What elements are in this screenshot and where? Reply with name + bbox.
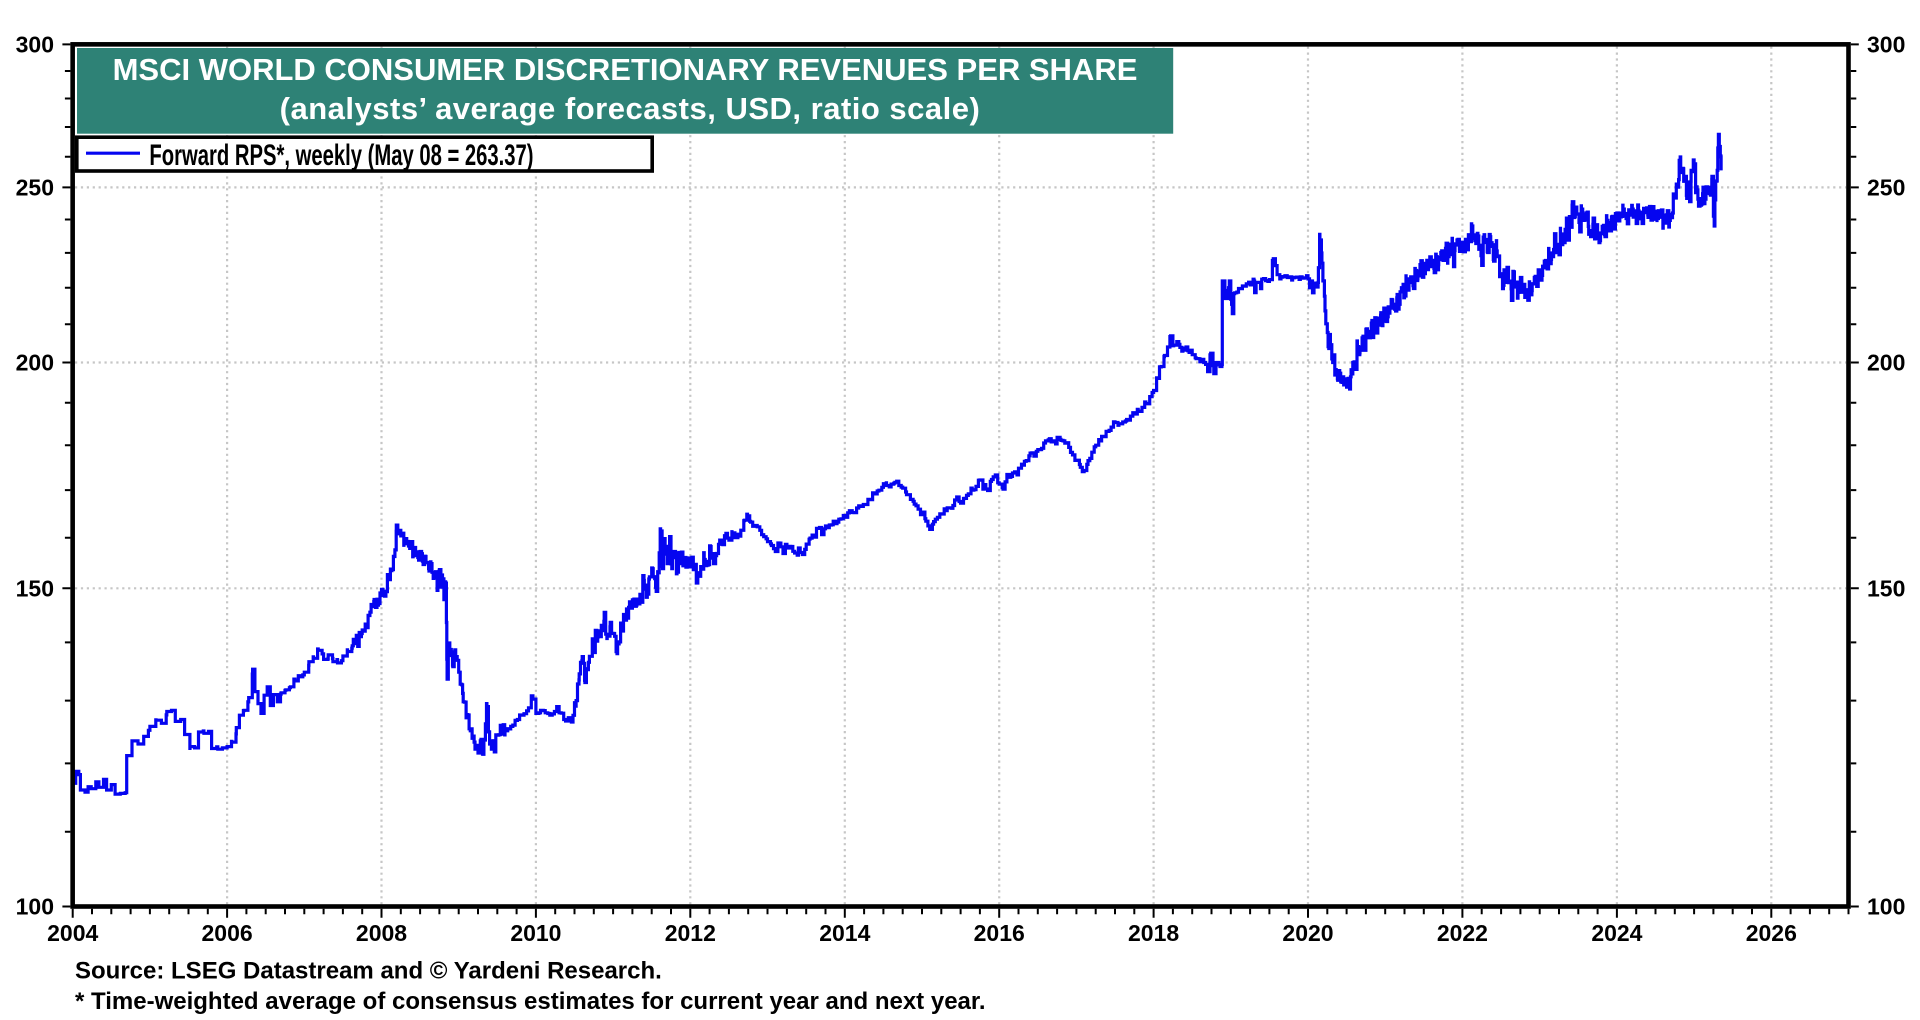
svg-text:2020: 2020 <box>1282 920 1333 946</box>
svg-text:2018: 2018 <box>1128 920 1179 946</box>
svg-text:150: 150 <box>16 575 54 601</box>
svg-text:300: 300 <box>1867 31 1905 57</box>
svg-text:300: 300 <box>16 31 54 57</box>
svg-text:100: 100 <box>16 894 54 920</box>
svg-text:2014: 2014 <box>819 920 870 946</box>
svg-text:(analysts’ average forecasts,: (analysts’ average forecasts, USD, ratio… <box>280 91 981 126</box>
svg-text:2006: 2006 <box>202 920 253 946</box>
svg-text:Forward RPS*, weekly (May 08 =: Forward RPS*, weekly (May 08 = 263.37) <box>149 139 533 172</box>
svg-text:150: 150 <box>1867 575 1905 601</box>
svg-text:100: 100 <box>1867 894 1905 920</box>
svg-text:2022: 2022 <box>1437 920 1488 946</box>
svg-text:MSCI WORLD CONSUMER DISCRETION: MSCI WORLD CONSUMER DISCRETIONARY REVENU… <box>113 52 1138 87</box>
svg-text:200: 200 <box>1867 350 1905 376</box>
svg-text:250: 250 <box>16 174 54 200</box>
svg-text:* Time-weighted average of con: * Time-weighted average of consensus est… <box>75 988 986 1015</box>
svg-text:2012: 2012 <box>665 920 716 946</box>
svg-text:2008: 2008 <box>356 920 407 946</box>
svg-text:2016: 2016 <box>974 920 1025 946</box>
svg-text:2010: 2010 <box>510 920 561 946</box>
svg-text:2004: 2004 <box>47 920 98 946</box>
svg-text:Source: LSEG Datastream and ©: Source: LSEG Datastream and © Yardeni Re… <box>75 957 662 984</box>
svg-text:200: 200 <box>16 350 54 376</box>
svg-text:250: 250 <box>1867 174 1905 200</box>
svg-text:2026: 2026 <box>1746 920 1797 946</box>
svg-text:2024: 2024 <box>1591 920 1642 946</box>
